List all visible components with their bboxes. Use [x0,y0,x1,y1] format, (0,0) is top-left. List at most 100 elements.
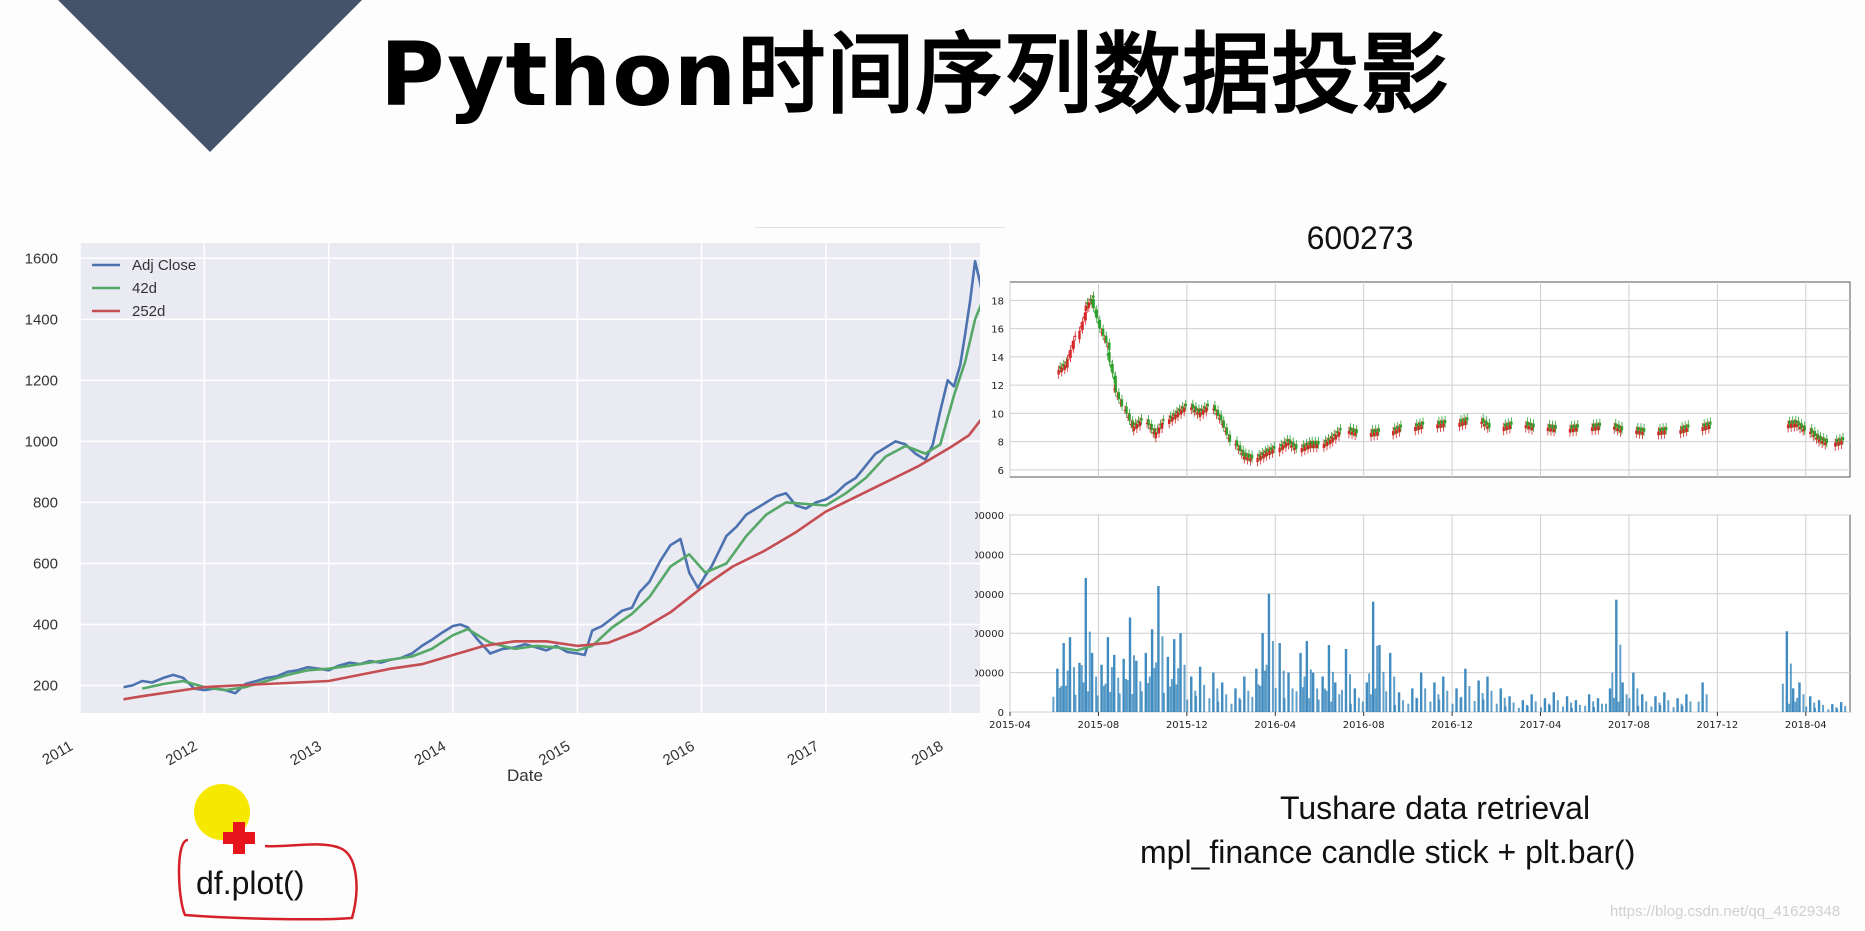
volume-bar [1615,599,1618,712]
volume-bar [1327,645,1331,712]
hand-drawn-annotation [177,784,358,921]
candle-body [1156,428,1159,430]
volume-bar [1376,645,1379,712]
candle-body [1322,443,1326,449]
volume-bar [1060,685,1063,712]
volume-bar [1198,666,1202,712]
candle-body [1178,408,1181,412]
candle-body [1504,423,1507,427]
candle-body [1568,428,1572,433]
candle-body [1300,448,1303,453]
candle-body [1092,299,1095,308]
volume-bar [1574,700,1578,712]
candle-body [1788,420,1791,425]
volume-bar [1259,685,1262,712]
candle-body [1679,429,1682,434]
volume-bar [1650,706,1653,712]
volume-bar [1225,694,1228,712]
volume-bar [1271,641,1274,712]
candle-body [1803,425,1806,431]
x-tick-label: 2016-04 [1254,720,1296,731]
volume-bar [1349,703,1352,712]
code-label: df.plot() [196,865,305,901]
volume-bar [1058,687,1061,712]
candle-body [1106,353,1110,356]
y-tick-label: 600000 [975,590,1004,601]
candle-body [1305,443,1308,446]
candle-body [1798,426,1802,430]
volume-bar [1139,681,1142,712]
candle-body [1176,412,1180,417]
volume-bar [1173,639,1176,712]
volume-bar [1169,686,1172,712]
candle-body [1483,424,1486,427]
volume-bar [1265,664,1268,712]
volume-bar [1195,696,1198,712]
candle-body [1347,430,1351,434]
volume-bar [1592,701,1595,712]
volume-bar [1587,694,1591,712]
volume-bar [1836,708,1839,712]
candle-body [1138,421,1142,427]
candle-body [1159,424,1162,426]
volume-bar [1451,703,1454,712]
volume-bar [1608,688,1612,712]
candle-body [1246,457,1249,461]
candle-body [1200,408,1203,412]
volume-bar [1645,701,1648,712]
candle-body [1635,430,1638,434]
candle-body [1549,428,1553,432]
legend-entry: 42d [132,280,157,297]
candle-body [1485,420,1488,426]
volume-bar [1548,705,1551,712]
candle-body [1269,447,1273,451]
caption-tushare: Tushare data retrieval [1280,790,1591,826]
candle-body [1812,434,1815,437]
candle-body [1548,424,1551,429]
candle-body [1641,431,1644,435]
volume-bar [1183,664,1186,712]
candle-body [1399,424,1403,428]
candle-body [1800,423,1803,429]
volume-bar [1261,633,1264,712]
candle-body [1150,424,1153,430]
volume-bar [1278,643,1281,712]
hand-drawn-bracket [177,838,358,921]
candle-body [1642,428,1646,432]
candle-body [1278,447,1281,453]
volume-bar [1628,698,1631,712]
x-tick-label: 2014 [412,738,449,769]
y-tick-label: 18 [991,296,1004,307]
volume-bar [1109,692,1112,712]
volume-bar [1080,665,1083,712]
candle-body [1704,426,1707,431]
candle-body [1069,349,1072,359]
candle-body [1790,424,1793,428]
volume-bar [1689,701,1692,712]
candle-body [1280,444,1283,447]
volume-bar [1794,701,1797,712]
y-tick-label: 14 [991,353,1004,364]
candle-body [1824,442,1827,446]
y-tick-label: 1000000 [975,511,1004,522]
volume-bar [1301,687,1304,712]
volume-bar [1446,690,1449,712]
candle-body [1264,450,1267,453]
volume-bar [1147,683,1150,712]
candle-body [1524,425,1527,429]
volume-bar [1521,700,1525,712]
candle-body [1317,440,1320,445]
volume-bar [1659,705,1662,712]
candle-body [1308,441,1311,445]
candle-body [1813,431,1817,437]
candle-body [1595,423,1598,427]
volume-bar [1330,701,1333,712]
volume-bar [1239,699,1242,712]
volume-bar [1062,643,1065,712]
x-tick-label: 2016-12 [1431,720,1473,731]
candle-body [1184,403,1187,407]
volume-bar [1088,631,1091,712]
candle-body [1259,455,1262,461]
x-tick-label: 2018 [909,738,946,769]
